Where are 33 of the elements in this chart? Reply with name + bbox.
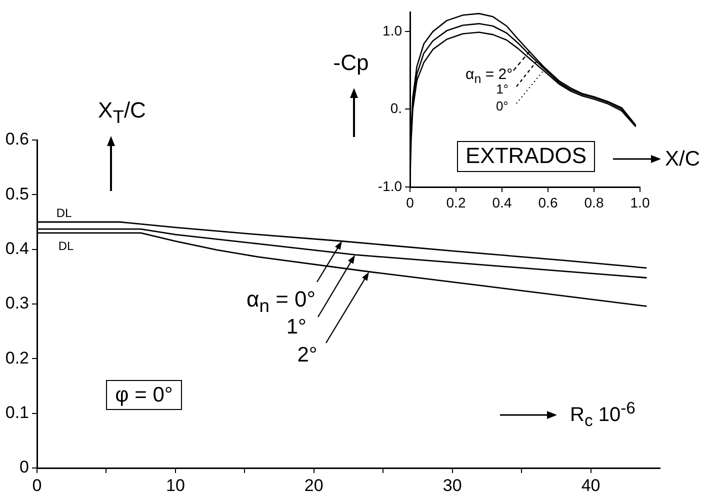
x-axis-title: R$_{c}$ 10$^{-6}$ (570, 398, 636, 430)
y-tick-label: 0. (390, 100, 402, 116)
y-axis-title: X$_{T}$/C (98, 98, 146, 128)
x-tick-label: 0.8 (584, 194, 604, 210)
annotation: DL (58, 239, 74, 253)
x-tick-label: 0 (406, 194, 414, 210)
y-tick-label: -1.0 (378, 178, 402, 194)
y-tick-label: 0.1 (5, 403, 29, 422)
y-tick-label: 0.6 (5, 130, 29, 149)
annotation: φ = 0° (115, 384, 173, 406)
y-tick-label: 0.2 (5, 348, 29, 368)
x-axis-title: X/C (665, 148, 700, 170)
y-tick-label: 0 (20, 458, 29, 477)
x-tick-label: 40 (581, 476, 600, 495)
x-tick-label: 10 (166, 476, 185, 495)
y-tick-label: 0.3 (5, 294, 29, 313)
x-tick-label: 0.4 (492, 194, 512, 210)
y-tick-label: 1.0 (382, 22, 402, 38)
x-tick-label: 1.0 (630, 194, 650, 210)
x-tick-label: 30 (442, 476, 462, 495)
annotation: EXTRADOS (465, 143, 587, 168)
x-tick-label: 0 (32, 476, 42, 495)
annotation: 1° (286, 315, 306, 338)
annotation: DL (56, 206, 72, 220)
y-tick-label: 0.5 (5, 184, 29, 204)
y-axis-title: -Cp (333, 50, 369, 75)
annotation: 2° (297, 343, 318, 366)
annotation: 0° (496, 98, 508, 114)
x-tick-label: 0.6 (538, 194, 558, 210)
x-tick-label: 0.2 (446, 194, 466, 210)
y-tick-label: 0.4 (5, 239, 29, 258)
x-tick-label: 20 (304, 476, 324, 495)
annotation: α$_{n}$ = 0° (246, 286, 316, 316)
